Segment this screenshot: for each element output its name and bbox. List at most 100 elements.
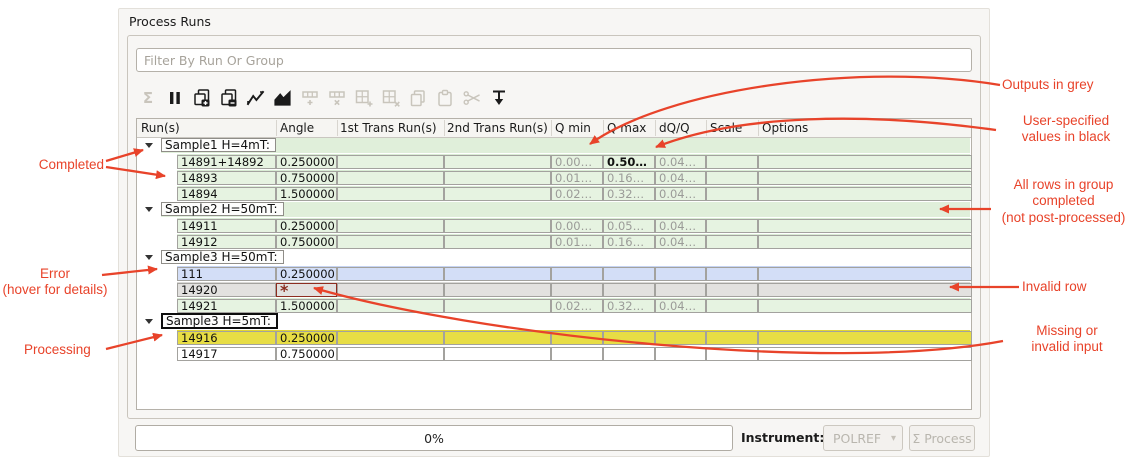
cell-t2[interactable] — [444, 267, 551, 281]
group-row[interactable]: Sample3 H=5mT: — [137, 313, 971, 330]
cell-t1[interactable] — [337, 235, 444, 249]
column-separator[interactable] — [337, 120, 338, 136]
cell-run[interactable]: 14891+14892 — [177, 155, 276, 169]
cell-t2[interactable] — [444, 347, 551, 361]
cell-qmin[interactable]: 0.02… — [551, 187, 603, 201]
cell-dq[interactable]: 0.04… — [655, 187, 706, 201]
cell-qmin[interactable]: 0.01… — [551, 235, 603, 249]
cut-button[interactable] — [462, 87, 482, 109]
group-expander-icon[interactable] — [145, 207, 153, 212]
add-row-button[interactable] — [300, 87, 320, 109]
sigma-button[interactable]: Σ — [138, 87, 158, 109]
column-header-qmax[interactable]: Q max — [607, 121, 647, 135]
cell-t2[interactable] — [444, 155, 551, 169]
cell-qmax[interactable]: 0.32… — [603, 187, 655, 201]
cell-options[interactable] — [758, 235, 972, 249]
add-group-button[interactable] — [192, 87, 212, 109]
cell-t2[interactable] — [444, 171, 551, 185]
cell-run[interactable]: 14893 — [177, 171, 276, 185]
cell-run[interactable]: 14916 — [177, 331, 276, 345]
group-expander-icon[interactable] — [145, 255, 153, 260]
cell-qmax[interactable]: 0.05… — [603, 219, 655, 233]
column-header-options[interactable]: Options — [762, 121, 809, 135]
cell-angle[interactable]: 0.250000 — [276, 219, 337, 233]
cell-t2[interactable] — [444, 187, 551, 201]
plot-runs-button[interactable] — [246, 87, 266, 109]
cell-qmax[interactable] — [603, 267, 655, 281]
cell-t2[interactable] — [444, 283, 551, 297]
cell-dq[interactable] — [655, 267, 706, 281]
cell-t1[interactable] — [337, 283, 444, 297]
group-expander-icon[interactable] — [145, 319, 153, 324]
cell-scale[interactable] — [706, 171, 758, 185]
cell-scale[interactable] — [706, 331, 758, 345]
run-row[interactable]: 14921 1.500000 0.02… 0.32… 0.04… — [137, 298, 972, 314]
cell-qmin[interactable] — [551, 283, 603, 297]
cell-t1[interactable] — [337, 155, 444, 169]
cell-scale[interactable] — [706, 219, 758, 233]
group-expander-icon[interactable] — [145, 143, 153, 148]
run-row[interactable]: 14891+14892 0.250000 0.00… 0.50… 0.04… — [137, 154, 972, 170]
cell-scale[interactable] — [706, 283, 758, 297]
cell-qmin[interactable] — [551, 347, 603, 361]
column-separator[interactable] — [603, 120, 604, 136]
cell-qmin[interactable] — [551, 267, 603, 281]
cell-options[interactable] — [758, 331, 972, 345]
cell-options[interactable] — [758, 299, 972, 313]
cell-options[interactable] — [758, 171, 972, 185]
instrument-select[interactable]: POLREF ▾ — [823, 425, 903, 451]
cell-qmin[interactable]: 0.00… — [551, 155, 603, 169]
cell-dq[interactable] — [655, 283, 706, 297]
cell-t1[interactable] — [337, 299, 444, 313]
process-button[interactable]: Σ Process — [909, 425, 975, 451]
copy-button[interactable] — [408, 87, 428, 109]
cell-t1[interactable] — [337, 267, 444, 281]
run-row[interactable]: 14916 0.250000 — [137, 330, 972, 346]
cell-qmax[interactable] — [603, 347, 655, 361]
column-header-scale[interactable]: Scale — [710, 121, 743, 135]
cell-options[interactable] — [758, 187, 972, 201]
pause-button[interactable] — [165, 87, 185, 109]
run-row[interactable]: 14894 1.500000 0.02… 0.32… 0.04… — [137, 186, 972, 202]
cell-options[interactable] — [758, 155, 972, 169]
cell-qmin[interactable]: 0.01… — [551, 171, 603, 185]
run-row[interactable]: 14911 0.250000 0.00… 0.05… 0.04… — [137, 218, 972, 234]
cell-scale[interactable] — [706, 267, 758, 281]
cell-run[interactable]: 14912 — [177, 235, 276, 249]
cell-t2[interactable] — [444, 219, 551, 233]
cell-t2[interactable] — [444, 299, 551, 313]
column-header-trans1[interactable]: 1st Trans Run(s) — [340, 121, 437, 135]
cell-qmax[interactable]: 0.50… — [603, 155, 655, 169]
column-header-trans2[interactable]: 2nd Trans Run(s) — [447, 121, 548, 135]
column-header-qmin[interactable]: Q min — [555, 121, 591, 135]
column-header-angle[interactable]: Angle — [280, 121, 315, 135]
group-label[interactable]: Sample1 H=4mT: — [161, 138, 276, 152]
cell-qmin[interactable]: 0.02… — [551, 299, 603, 313]
cell-qmax[interactable] — [603, 283, 655, 297]
cell-dq[interactable] — [655, 331, 706, 345]
cell-angle[interactable]: 0.750000 — [276, 347, 337, 361]
group-label[interactable]: Sample3 H=50mT: — [161, 250, 284, 264]
cell-qmax[interactable]: 0.16… — [603, 235, 655, 249]
cell-options[interactable] — [758, 347, 972, 361]
cell-options[interactable] — [758, 267, 972, 281]
column-separator[interactable] — [706, 120, 707, 136]
cell-t1[interactable] — [337, 171, 444, 185]
column-header-dqq[interactable]: dQ/Q — [659, 121, 690, 135]
cell-dq[interactable]: 0.04… — [655, 171, 706, 185]
cell-run[interactable]: 14917 — [177, 347, 276, 361]
delete-table-cell-button[interactable] — [381, 87, 401, 109]
group-row[interactable]: Sample3 H=50mT: — [137, 250, 971, 266]
plot-group-button[interactable] — [273, 87, 293, 109]
run-row[interactable]: 111 0.250000 — [137, 266, 972, 282]
cell-qmin[interactable]: 0.00… — [551, 219, 603, 233]
cell-angle[interactable]: 1.500000 — [276, 187, 337, 201]
cell-run[interactable]: 14920 — [177, 283, 276, 297]
group-label[interactable]: Sample3 H=5mT: — [161, 313, 278, 329]
cell-dq[interactable]: 0.04… — [655, 155, 706, 169]
cell-qmax[interactable]: 0.32… — [603, 299, 655, 313]
run-row[interactable]: 14893 0.750000 0.01… 0.16… 0.04… — [137, 170, 972, 186]
cell-angle[interactable]: * — [276, 283, 337, 297]
transfer-button[interactable] — [489, 87, 509, 109]
cell-scale[interactable] — [706, 155, 758, 169]
